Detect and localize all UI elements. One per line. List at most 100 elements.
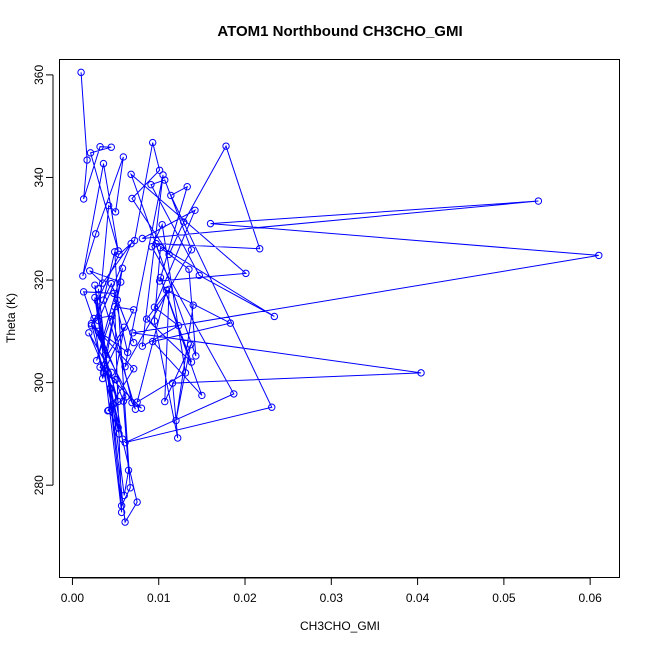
data-point	[119, 397, 128, 405]
y-tick-label: 280	[32, 475, 46, 495]
data-point	[158, 220, 166, 229]
data-point	[242, 269, 250, 278]
chart-title: ATOM1 Northbound CH3CHO_GMI	[217, 23, 462, 40]
data-point	[174, 321, 183, 330]
data-point	[129, 329, 137, 337]
y-tick-label: 300	[32, 372, 46, 392]
data-point	[115, 430, 123, 438]
y-axis-label: Theta (K)	[4, 293, 18, 343]
data-point	[93, 297, 102, 305]
data-point	[111, 375, 120, 384]
data-point	[99, 159, 108, 168]
data-point	[128, 194, 136, 203]
data-point	[107, 279, 115, 288]
data-point	[101, 365, 109, 373]
data-point	[91, 281, 99, 289]
data-point	[92, 356, 101, 365]
data-point	[133, 398, 141, 406]
data-point	[417, 369, 425, 377]
data-point	[187, 246, 196, 254]
data-point	[113, 296, 122, 304]
y-tick-label: 340	[32, 167, 46, 187]
x-tick-label: 0.02	[233, 591, 257, 605]
data-point	[155, 277, 164, 285]
x-axis-label: CH3CHO_GMI	[300, 619, 380, 633]
data-point	[114, 247, 122, 255]
data-point	[119, 153, 128, 161]
data-point	[195, 271, 203, 280]
data-point	[148, 337, 157, 346]
data-point	[222, 142, 230, 150]
data-point	[131, 405, 140, 413]
x-tick-label: 0.01	[147, 591, 171, 605]
data-point	[79, 195, 88, 203]
data-point	[155, 166, 164, 174]
data-point	[98, 374, 107, 383]
data-point	[94, 316, 103, 325]
data-point	[115, 250, 123, 259]
data-point	[87, 319, 96, 328]
data-point	[206, 219, 215, 228]
data-point	[110, 289, 118, 298]
data-point	[127, 170, 135, 179]
data-point	[122, 393, 130, 401]
data-point	[120, 491, 128, 500]
data-point	[98, 333, 106, 342]
data-point	[148, 242, 156, 251]
data-point	[107, 143, 115, 151]
data-point	[187, 358, 196, 366]
series-line	[80, 72, 599, 524]
data-point	[121, 438, 129, 447]
data-point	[118, 264, 127, 272]
data-point	[101, 351, 109, 359]
x-axis: 0.00 0.01 0.02 0.03 0.04 0.05 0.06	[61, 577, 602, 605]
data-point	[159, 171, 167, 179]
data-point	[165, 285, 173, 293]
data-point	[130, 236, 139, 245]
data-point	[174, 434, 182, 442]
data-point	[126, 484, 134, 492]
data-point	[148, 138, 157, 147]
data-point	[121, 518, 129, 526]
data-point	[121, 363, 129, 371]
data-point	[111, 303, 119, 311]
data-point	[117, 278, 125, 286]
data-point	[96, 142, 104, 151]
data-point	[138, 342, 147, 350]
x-tick-label: 0.06	[578, 591, 602, 605]
data-point	[128, 398, 136, 407]
y-tick-label: 360	[32, 65, 46, 85]
data-point	[104, 201, 113, 210]
data-point	[226, 319, 235, 327]
data-point	[180, 218, 188, 226]
data-point	[156, 273, 165, 282]
data-point	[77, 68, 85, 77]
data-point	[123, 348, 132, 357]
x-tick-label: 0.03	[320, 591, 344, 605]
data-point	[96, 363, 104, 371]
series-group	[77, 68, 603, 526]
data-point	[150, 317, 159, 325]
data-point	[161, 176, 169, 184]
data-point	[534, 197, 543, 205]
data-point	[130, 306, 138, 314]
data-point	[198, 391, 206, 400]
data-point	[191, 206, 199, 214]
data-point	[189, 301, 197, 309]
data-point	[86, 149, 95, 157]
data-point	[167, 191, 175, 200]
y-axis: 280 300 320 340 360	[32, 65, 54, 495]
data-point	[79, 272, 87, 280]
data-point	[79, 288, 88, 296]
data-point	[109, 400, 117, 409]
data-point	[185, 265, 193, 273]
data-point	[86, 267, 94, 275]
data-point	[268, 403, 276, 411]
data-point	[142, 315, 151, 323]
data-point	[147, 180, 155, 189]
data-point	[107, 368, 115, 377]
data-point	[270, 312, 279, 321]
data-point	[161, 397, 169, 406]
data-point	[156, 244, 165, 252]
